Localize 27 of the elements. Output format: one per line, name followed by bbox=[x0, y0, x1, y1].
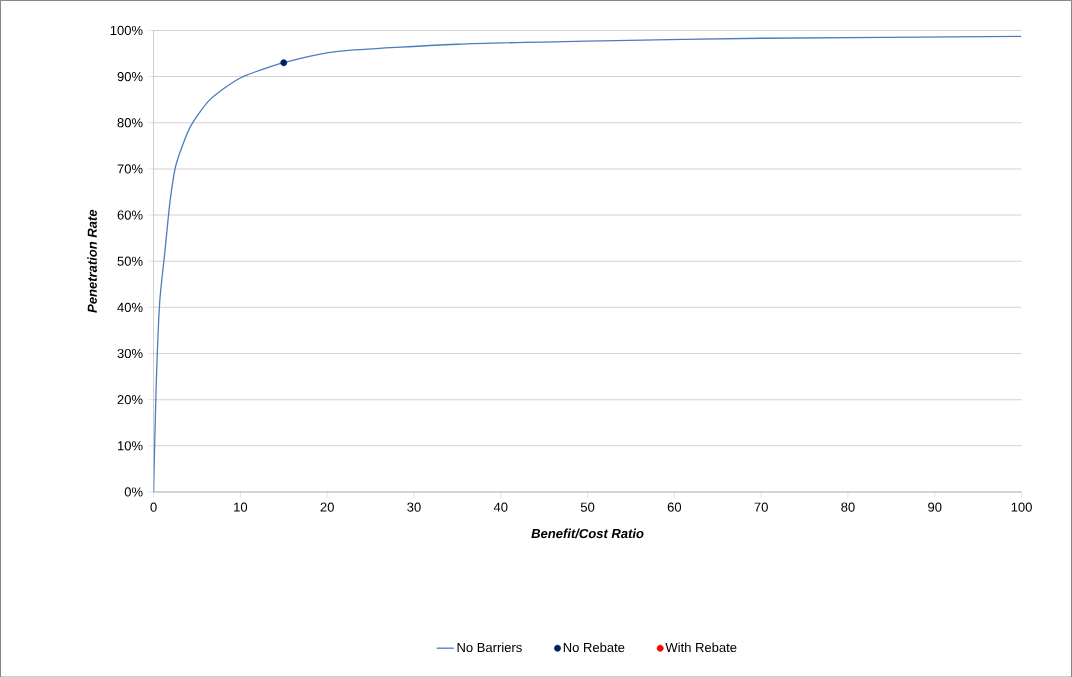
y-tick-label: 10% bbox=[117, 441, 143, 451]
x-tick-label: 50 bbox=[580, 502, 595, 512]
y-tick-label: 30% bbox=[117, 349, 143, 359]
y-tick-label: 100% bbox=[110, 26, 143, 36]
x-tick-label: 40 bbox=[493, 502, 508, 512]
x-tick-label: 70 bbox=[754, 502, 768, 512]
y-tick-label: 70% bbox=[117, 164, 143, 174]
y-tick-label: 20% bbox=[117, 395, 143, 405]
legend-label: No Rebate bbox=[563, 642, 625, 653]
legend-label: With Rebate bbox=[665, 642, 737, 653]
x-axis-title: Benefit/Cost Ratio bbox=[531, 528, 644, 539]
y-tick-label: 40% bbox=[117, 302, 143, 313]
x-tick-label: 90 bbox=[928, 502, 942, 512]
x-tick-label: 0 bbox=[150, 502, 157, 512]
y-tick-label: 50% bbox=[117, 256, 143, 267]
x-tick-label: 20 bbox=[320, 502, 334, 512]
y-axis-title: Penetration Rate bbox=[87, 210, 97, 313]
x-tick-label: 100 bbox=[1011, 502, 1032, 512]
y-tick-label: 0% bbox=[124, 487, 143, 497]
legend-label: No Barriers bbox=[457, 642, 522, 653]
y-tick-label: 60% bbox=[117, 210, 143, 220]
x-tick-label: 60 bbox=[667, 502, 682, 512]
x-tick-label: 80 bbox=[841, 502, 855, 512]
y-tick-label: 80% bbox=[117, 118, 143, 128]
y-tick-label: 90% bbox=[117, 72, 143, 82]
x-tick-label: 30 bbox=[407, 502, 421, 512]
x-tick-label: 10 bbox=[234, 502, 248, 512]
